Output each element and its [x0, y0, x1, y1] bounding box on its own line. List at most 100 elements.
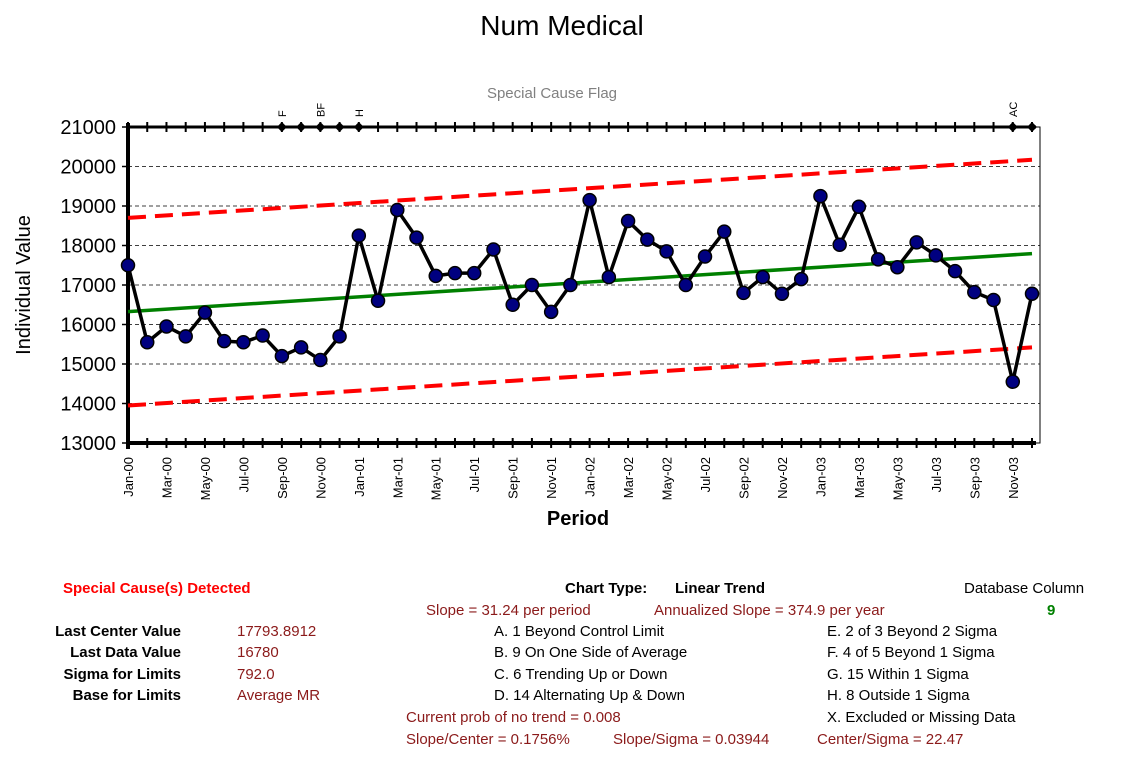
data-point [370, 293, 386, 309]
x-tick-label: Jan-00 [121, 457, 136, 497]
x-tick-label: Mar-03 [852, 457, 867, 498]
data-point [390, 202, 405, 218]
data-point [928, 248, 944, 263]
last-data-value-label: Last Data Value [70, 644, 181, 661]
flag-label: BF [315, 103, 327, 117]
data-point [543, 304, 559, 320]
x-tick-label: Sep-00 [275, 457, 290, 499]
data-point [890, 259, 905, 275]
annualized-slope-text: Annualized Slope = 374.9 per year [654, 602, 885, 619]
data-point [793, 271, 809, 287]
chart-type-value: Linear Trend [675, 580, 766, 597]
sigma-for-limits-label: Sigma for Limits [63, 666, 181, 683]
data-point [255, 328, 270, 343]
data-point [486, 242, 501, 257]
x-tick-label: Sep-01 [506, 457, 521, 499]
data-point [351, 228, 367, 243]
data-point [332, 329, 347, 344]
rule-a: A. 1 Beyond Control Limit [494, 623, 665, 640]
data-point [832, 237, 847, 252]
data-point [947, 263, 963, 279]
data-point [197, 305, 213, 320]
x-tick-label: May-03 [890, 457, 905, 500]
data-point [466, 265, 482, 281]
x-tick-label: Mar-00 [159, 457, 174, 498]
flag-marker [296, 122, 307, 132]
x-tick-label: Nov-02 [775, 457, 790, 499]
rule-d: D. 14 Alternating Up & Down [494, 687, 685, 704]
data-point [1005, 374, 1021, 390]
flag-marker [353, 122, 364, 132]
y-tick-label: 21000 [60, 117, 116, 139]
x-tick-label: Nov-00 [313, 457, 328, 499]
flag-label: F [277, 110, 289, 117]
data-point [967, 284, 982, 300]
data-point [697, 249, 713, 264]
data-point [505, 297, 520, 312]
data-point [236, 335, 251, 350]
x-tick-label: Nov-01 [544, 457, 559, 499]
rule-x: X. Excluded or Missing Data [827, 709, 1016, 726]
x-tick-label: Jan-01 [352, 457, 367, 497]
prob-no-trend: Current prob of no trend = 0.008 [406, 709, 621, 726]
data-point [139, 335, 155, 350]
x-tick-label: May-00 [198, 457, 213, 500]
chart-type-label: Chart Type: [565, 580, 648, 597]
data-point [1024, 286, 1040, 301]
rule-f: F. 4 of 5 Beyond 1 Sigma [827, 644, 995, 661]
flag-marker [1027, 122, 1037, 132]
data-point [755, 269, 770, 285]
data-point [659, 244, 674, 259]
center-sigma: Center/Sigma = 22.47 [817, 731, 964, 748]
data-series-line [126, 194, 1034, 384]
database-column-label: Database Column [964, 580, 1085, 597]
data-point [428, 268, 443, 284]
flag-label: H [354, 109, 366, 117]
data-point [813, 188, 828, 204]
slope-sigma: Slope/Sigma = 0.03944 [613, 731, 770, 748]
data-point [986, 292, 1001, 308]
data-point [159, 319, 174, 334]
x-tick-label: Jan-03 [813, 457, 828, 497]
flag-marker [276, 122, 287, 132]
rule-h: H. 8 Outside 1 Sigma [827, 687, 970, 704]
data-point [313, 352, 328, 368]
flag-label: AC [1008, 102, 1020, 117]
x-tick-label: Jan-02 [583, 457, 598, 497]
data-point [851, 199, 867, 215]
data-point [447, 265, 463, 281]
upper-control-limit [127, 157, 1033, 220]
lower-control-limit [127, 345, 1033, 408]
x-axis-label: Period [547, 508, 609, 530]
slope-text: Slope = 31.24 per period [426, 602, 591, 619]
y-tick-label: 16000 [60, 315, 116, 337]
y-tick-label: 20000 [60, 157, 116, 179]
y-tick-label: 18000 [60, 236, 116, 258]
x-tick-label: Jul-01 [467, 457, 482, 492]
data-point [774, 286, 790, 301]
last-data-value: 16780 [237, 644, 279, 661]
flag-marker [1007, 122, 1018, 132]
data-point [274, 348, 290, 364]
data-point [620, 213, 636, 229]
flag-marker [315, 122, 326, 132]
sigma-for-limits-value: 792.0 [237, 666, 275, 683]
chart-title: Num Medical [480, 10, 644, 41]
data-point [601, 269, 617, 285]
rule-b: B. 9 On One Side of Average [494, 644, 688, 661]
rule-c: C. 6 Trending Up or Down [494, 666, 668, 683]
data-point [120, 258, 136, 273]
y-tick-label: 17000 [60, 275, 116, 297]
flag-marker [334, 122, 345, 132]
slope-center: Slope/Center = 0.1756% [406, 731, 570, 748]
x-tick-label: Jul-00 [236, 457, 251, 492]
data-point [216, 333, 232, 349]
rule-e: E. 2 of 3 Beyond 2 Sigma [827, 623, 998, 640]
data-point [678, 277, 694, 293]
chart-subtitle: Special Cause Flag [487, 85, 617, 102]
data-point [736, 285, 751, 301]
data-point [582, 192, 597, 208]
data-point [524, 277, 540, 293]
data-point [909, 235, 924, 250]
x-tick-label: Sep-02 [736, 457, 751, 499]
